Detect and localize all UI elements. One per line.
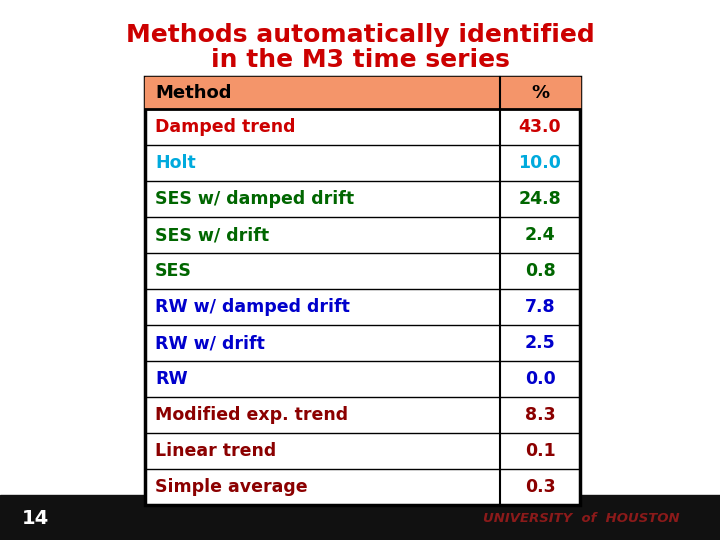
Text: 2.5: 2.5 [525,334,555,352]
Text: RW: RW [155,370,188,388]
Text: 0.3: 0.3 [525,478,555,496]
Text: 10.0: 10.0 [518,154,562,172]
Bar [0,495,720,540]
Bar [145,77,580,109]
Text: SES: SES [155,262,192,280]
Text: in the M3 time series: in the M3 time series [210,48,510,72]
Text: Simple average: Simple average [155,478,307,496]
Text: 0.1: 0.1 [525,442,555,460]
Text: %: % [531,84,549,102]
Text: SES w/ damped drift: SES w/ damped drift [155,190,354,208]
Text: 43.0: 43.0 [518,118,562,136]
Text: SES w/ drift: SES w/ drift [155,226,269,244]
Text: Modified exp. trend: Modified exp. trend [155,406,348,424]
Text: Holt: Holt [155,154,196,172]
Text: Methods automatically identified: Methods automatically identified [125,23,595,47]
Text: Linear trend: Linear trend [155,442,276,460]
Text: RW w/ damped drift: RW w/ damped drift [155,298,350,316]
Text: Damped trend: Damped trend [155,118,295,136]
Text: 8.3: 8.3 [525,406,555,424]
Text: 24.8: 24.8 [518,190,562,208]
Text: 14: 14 [22,509,49,528]
Text: 7.8: 7.8 [525,298,555,316]
Text: UNIVERSITY  of  HOUSTON: UNIVERSITY of HOUSTON [483,511,680,524]
Bar [145,77,580,505]
Text: RW w/ drift: RW w/ drift [155,334,265,352]
Text: 0.8: 0.8 [525,262,555,280]
Text: Method: Method [155,84,232,102]
Text: 0.0: 0.0 [525,370,555,388]
Text: 2.4: 2.4 [525,226,555,244]
